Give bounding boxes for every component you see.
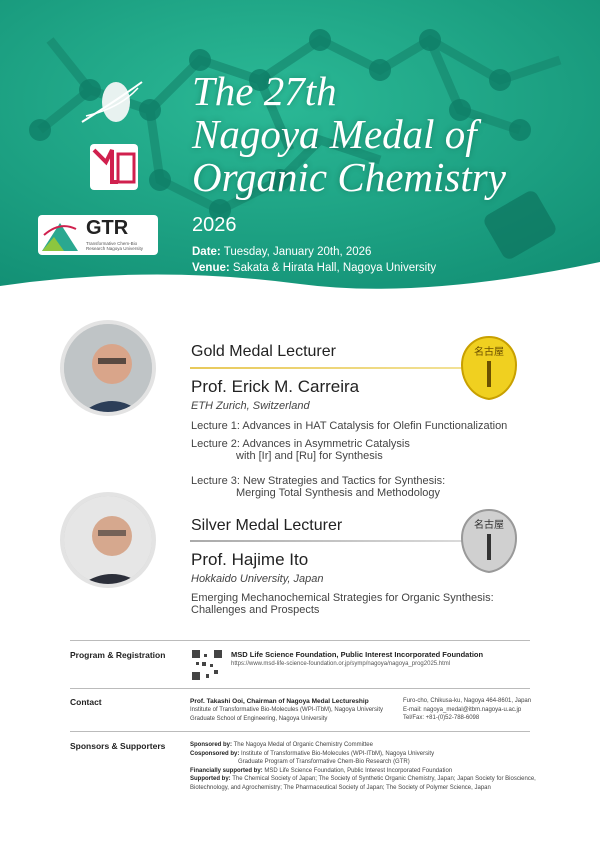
- silver-lecturer-portrait: [60, 492, 156, 588]
- contact-line: Institute of Transformative Bio-Molecule…: [190, 707, 384, 713]
- gold-medal-icon: 名古屋: [460, 335, 518, 401]
- gtr-subtitle: Transformative Chem-Bio Research Nagoya …: [86, 241, 144, 251]
- title-line: The 27th: [192, 68, 337, 114]
- sponsor-line: Graduate Program of Transformative Chem-…: [238, 759, 410, 765]
- sponsors-label: Sponsors & Supporters: [70, 741, 166, 751]
- sponsor-line: Financially supported by: MSD Life Scien…: [190, 767, 453, 774]
- silver-affiliation: Hokkaido University, Japan: [191, 573, 324, 585]
- gold-name: Prof. Erick M. Carreira: [191, 377, 360, 396]
- sponsors-list: Sponsored by: The Nagoya Medal of Organi…: [190, 741, 555, 792]
- contact-address: Furo-cho, Chikusa-ku, Nagoya 464-8601, J…: [403, 698, 532, 704]
- event-year: 2026: [192, 214, 237, 236]
- divider: [70, 731, 530, 732]
- gold-lecture-3-cont: Merging Total Synthesis and Methodology: [236, 487, 441, 499]
- gold-lecture-2-cont: with [Ir] and [Ru] for Synthesis: [236, 450, 383, 462]
- gold-lecturer-portrait: [60, 320, 156, 416]
- venue-label: Venue:: [192, 262, 230, 274]
- silver-divider: [190, 540, 480, 542]
- nagoya-university-logo: [81, 81, 143, 123]
- date-label: Date:: [192, 246, 221, 258]
- silver-name: Prof. Hajime Ito: [191, 550, 309, 569]
- gold-role: Gold Medal Lecturer: [191, 343, 336, 360]
- silver-role: Silver Medal Lecturer: [191, 517, 343, 534]
- gold-lecture-3: Lecture 3: New Strategies and Tactics fo…: [191, 475, 446, 487]
- medal-text: 名古屋: [474, 345, 504, 358]
- event-venue: Venue: Sakata & Hirata Hall, Nagoya Univ…: [192, 262, 436, 274]
- contact-email[interactable]: E-mail: nagoya_medal@itbm.nagoya-u.ac.jp: [403, 706, 522, 713]
- contact-details: Furo-cho, Chikusa-ku, Nagoya 464-8601, J…: [403, 697, 531, 723]
- gtr-wordmark: GTR: [86, 217, 129, 239]
- program-org: MSD Life Science Foundation, Public Inte…: [231, 650, 484, 659]
- gold-divider: [190, 367, 480, 369]
- silver-medal-icon: 名古屋: [460, 508, 518, 574]
- gold-lecture-1: Lecture 1: Advances in HAT Catalysis for…: [191, 420, 508, 432]
- gtr-mountain-icon: [42, 223, 78, 251]
- venue-value: Sakata & Hirata Hall, Nagoya University: [232, 262, 437, 274]
- sponsor-line: Cosponsored by: Institute of Transformat…: [190, 750, 435, 757]
- divider: [70, 640, 530, 641]
- gtr-logo: GTR Transformative Chem-Bio Research Nag…: [38, 215, 158, 255]
- silver-lecture-2: Challenges and Prospects: [191, 604, 320, 616]
- contact-block: Prof. Takashi Ooi, Chairman of Nagoya Me…: [190, 697, 400, 723]
- gold-affiliation: ETH Zurich, Switzerland: [191, 400, 310, 412]
- contact-line: Graduate School of Engineering, Nagoya U…: [190, 715, 328, 722]
- silver-lecture-1: Emerging Mechanochemical Strategies for …: [191, 592, 494, 604]
- qr-code-icon[interactable]: [190, 648, 224, 682]
- medal-text: 名古屋: [474, 518, 504, 531]
- contact-label: Contact: [70, 697, 102, 707]
- title-line: Nagoya Medal of: [192, 111, 477, 157]
- event-title: The 27th Nagoya Medal of Organic Chemist…: [192, 70, 506, 199]
- date-value: Tuesday, January 20th, 2026: [223, 246, 372, 258]
- sponsor-line: Sponsored by: The Nagoya Medal of Organi…: [190, 742, 373, 748]
- contact-name: Prof. Takashi Ooi, Chairman of Nagoya Me…: [190, 698, 369, 705]
- program-label: Program & Registration: [70, 650, 166, 660]
- contact-tel: Tel/Fax: +81-(0)52-788-6098: [403, 715, 480, 721]
- program-url[interactable]: https://www.msd-life-science-foundation.…: [231, 661, 451, 667]
- event-date: Date: Tuesday, January 20th, 2026: [192, 246, 371, 258]
- sponsor-line: Supported by: The Chemical Society of Ja…: [190, 776, 536, 791]
- title-line: Organic Chemistry: [192, 154, 506, 200]
- gold-lecture-2: Lecture 2: Advances in Asymmetric Cataly…: [191, 438, 410, 450]
- divider: [70, 688, 530, 689]
- itbm-logo: [90, 144, 138, 190]
